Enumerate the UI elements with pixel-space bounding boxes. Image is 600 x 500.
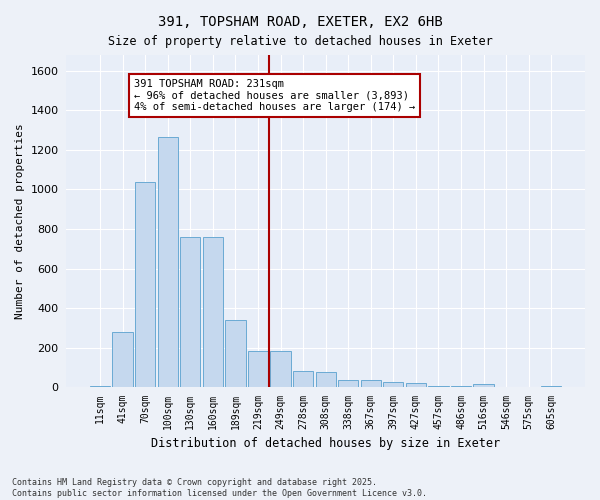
Bar [473, 384, 494, 387]
Bar [451, 386, 471, 387]
X-axis label: Distribution of detached houses by size in Exeter: Distribution of detached houses by size … [151, 437, 500, 450]
Text: 391 TOPSHAM ROAD: 231sqm
← 96% of detached houses are smaller (3,893)
4% of semi: 391 TOPSHAM ROAD: 231sqm ← 96% of detach… [134, 78, 415, 112]
Bar [338, 380, 358, 387]
Bar [90, 386, 110, 387]
Bar [180, 237, 200, 387]
Bar [361, 380, 381, 387]
Bar [225, 320, 245, 387]
Text: Contains HM Land Registry data © Crown copyright and database right 2025.
Contai: Contains HM Land Registry data © Crown c… [12, 478, 427, 498]
Bar [383, 382, 403, 387]
Bar [135, 182, 155, 387]
Y-axis label: Number of detached properties: Number of detached properties [15, 123, 25, 319]
Bar [112, 332, 133, 387]
Bar [271, 350, 290, 387]
Text: Size of property relative to detached houses in Exeter: Size of property relative to detached ho… [107, 35, 493, 48]
Text: 391, TOPSHAM ROAD, EXETER, EX2 6HB: 391, TOPSHAM ROAD, EXETER, EX2 6HB [158, 15, 442, 29]
Bar [293, 372, 313, 387]
Bar [248, 350, 268, 387]
Bar [158, 137, 178, 387]
Bar [316, 372, 336, 387]
Bar [406, 383, 426, 387]
Bar [541, 386, 562, 387]
Bar [203, 237, 223, 387]
Bar [428, 386, 449, 387]
